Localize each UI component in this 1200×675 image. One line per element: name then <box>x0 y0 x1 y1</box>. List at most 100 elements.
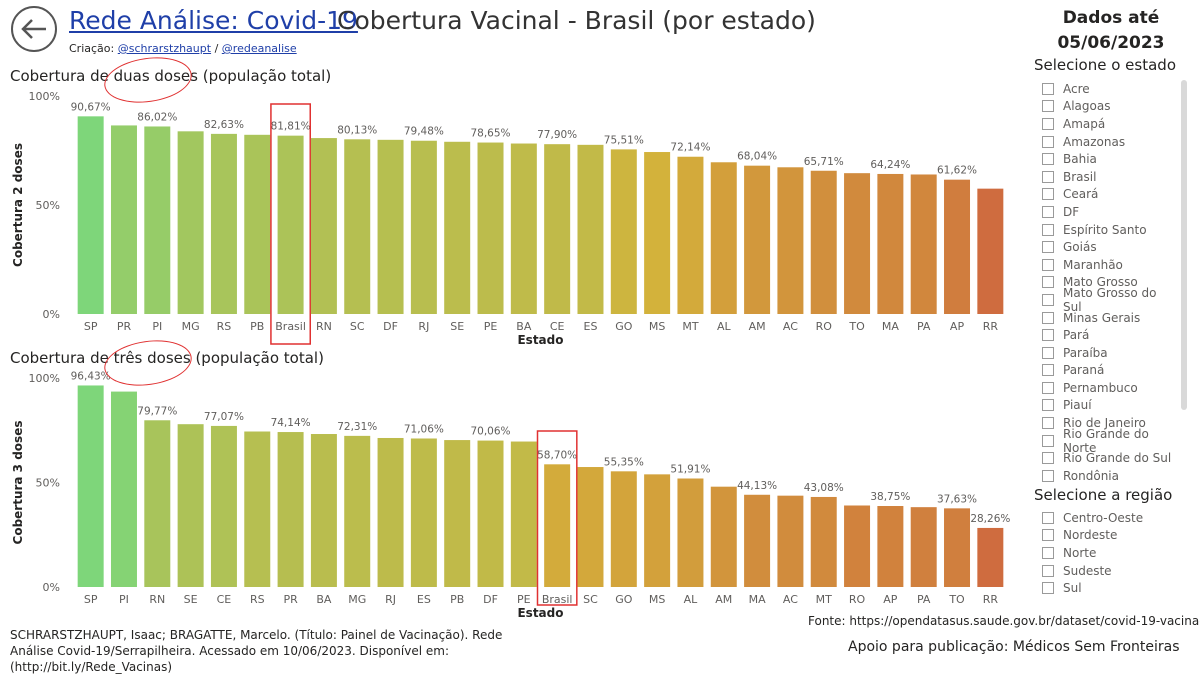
checkbox[interactable] <box>1042 329 1054 342</box>
bar-rj[interactable] <box>410 140 437 314</box>
credit-link-redeanalise[interactable]: @redeanalise <box>221 42 297 55</box>
slicer-option[interactable]: Pará <box>1042 326 1177 344</box>
bar-pr[interactable] <box>277 432 304 587</box>
back-button[interactable] <box>11 6 57 52</box>
checkbox[interactable] <box>1042 170 1054 183</box>
checkbox[interactable] <box>1042 399 1054 412</box>
slicer-option[interactable]: Sul <box>1042 579 1177 597</box>
bar-mg[interactable] <box>177 131 204 314</box>
checkbox[interactable] <box>1042 469 1054 482</box>
slicer-option[interactable]: Goiás <box>1042 238 1177 256</box>
slicer-option[interactable]: Brasil <box>1042 168 1177 186</box>
bar-mt[interactable] <box>810 496 837 587</box>
slicer-option[interactable]: Pernambuco <box>1042 379 1177 397</box>
bar-pb[interactable] <box>444 440 471 587</box>
bar-ce[interactable] <box>544 144 571 314</box>
checkbox[interactable] <box>1042 311 1054 324</box>
checkbox[interactable] <box>1042 452 1054 465</box>
bar-ba[interactable] <box>310 434 337 587</box>
bar-pe[interactable] <box>477 142 504 314</box>
bar-am[interactable] <box>710 486 737 587</box>
checkbox[interactable] <box>1042 276 1054 289</box>
slicer-option[interactable]: Amazonas <box>1042 133 1177 151</box>
checkbox[interactable] <box>1042 223 1054 236</box>
bar-to[interactable] <box>844 173 871 314</box>
checkbox[interactable] <box>1042 564 1054 577</box>
slicer-option[interactable]: Rio de Janeiro <box>1042 414 1177 432</box>
bar-ma[interactable] <box>877 173 904 314</box>
bar-es[interactable] <box>577 144 604 314</box>
bar-am[interactable] <box>744 165 771 314</box>
slicer-option[interactable]: DF <box>1042 203 1177 221</box>
checkbox[interactable] <box>1042 529 1054 542</box>
bar-ap[interactable] <box>944 179 971 314</box>
slicer-scrollbar[interactable] <box>1181 80 1187 410</box>
slicer-option[interactable]: Norte <box>1042 544 1177 562</box>
bar-brasil[interactable] <box>277 135 304 314</box>
bar-pi[interactable] <box>110 391 137 587</box>
slicer-option[interactable]: Espírito Santo <box>1042 221 1177 239</box>
checkbox[interactable] <box>1042 117 1054 130</box>
credit-link-schrarstzhaupt[interactable]: @schrarstzhaupt <box>117 42 212 55</box>
bar-ms[interactable] <box>644 152 671 314</box>
bar-to[interactable] <box>944 508 971 587</box>
slicer-option[interactable]: Rio Grande do Norte <box>1042 427 1177 455</box>
slicer-option[interactable]: Piauí <box>1042 397 1177 415</box>
slicer-option[interactable]: Mato Grosso <box>1042 274 1177 292</box>
bar-pi[interactable] <box>144 126 171 314</box>
bar-rn[interactable] <box>310 138 337 314</box>
bar-df[interactable] <box>477 440 504 587</box>
bar-se[interactable] <box>444 141 471 314</box>
bar-df[interactable] <box>377 139 404 314</box>
slicer-option[interactable]: Rondônia <box>1042 467 1177 485</box>
bar-go[interactable] <box>610 149 637 314</box>
slicer-option[interactable]: Paraná <box>1042 362 1177 380</box>
app-title-link[interactable]: Rede Análise: Covid-19 <box>69 6 358 35</box>
checkbox[interactable] <box>1042 511 1054 524</box>
slicer-option[interactable]: Maranhão <box>1042 256 1177 274</box>
slicer-option[interactable]: Minas Gerais <box>1042 309 1177 327</box>
bar-rs[interactable] <box>210 133 237 314</box>
slicer-option[interactable]: Rio Grande do Sul <box>1042 449 1177 467</box>
slicer-option[interactable]: Acre <box>1042 80 1177 98</box>
slicer-option[interactable]: Centro-Oeste <box>1042 509 1177 527</box>
bar-ro[interactable] <box>844 505 871 587</box>
bar-ba[interactable] <box>510 143 537 314</box>
checkbox[interactable] <box>1042 293 1054 306</box>
bar-ce[interactable] <box>210 425 237 587</box>
bar-ac[interactable] <box>777 167 804 314</box>
bar-ap[interactable] <box>877 506 904 587</box>
bar-rs[interactable] <box>244 431 271 587</box>
bar-ac[interactable] <box>777 495 804 587</box>
bar-es[interactable] <box>410 438 437 587</box>
checkbox[interactable] <box>1042 546 1054 559</box>
slicer-option[interactable]: Bahia <box>1042 150 1177 168</box>
bar-ma[interactable] <box>744 494 771 587</box>
bar-pb[interactable] <box>244 134 271 314</box>
bar-ms[interactable] <box>644 474 671 587</box>
checkbox[interactable] <box>1042 381 1054 394</box>
bar-rn[interactable] <box>144 420 171 587</box>
checkbox[interactable] <box>1042 205 1054 218</box>
slicer-option[interactable]: Sudeste <box>1042 562 1177 580</box>
slicer-option[interactable]: Amapá <box>1042 115 1177 133</box>
checkbox[interactable] <box>1042 346 1054 359</box>
checkbox[interactable] <box>1042 582 1054 595</box>
slicer-option[interactable]: Nordeste <box>1042 527 1177 545</box>
checkbox[interactable] <box>1042 100 1054 113</box>
slicer-option[interactable]: Ceará <box>1042 186 1177 204</box>
bar-sc[interactable] <box>344 139 371 314</box>
bar-go[interactable] <box>610 471 637 587</box>
bar-sp[interactable] <box>77 385 104 587</box>
bar-pa[interactable] <box>910 174 937 314</box>
bar-mt[interactable] <box>677 156 704 314</box>
checkbox[interactable] <box>1042 434 1054 447</box>
bar-ro[interactable] <box>810 170 837 314</box>
checkbox[interactable] <box>1042 241 1054 254</box>
checkbox[interactable] <box>1042 135 1054 148</box>
bar-pa[interactable] <box>910 507 937 587</box>
checkbox[interactable] <box>1042 82 1054 95</box>
bar-rj[interactable] <box>377 437 404 587</box>
bar-al[interactable] <box>677 478 704 587</box>
bar-sc[interactable] <box>577 467 604 587</box>
